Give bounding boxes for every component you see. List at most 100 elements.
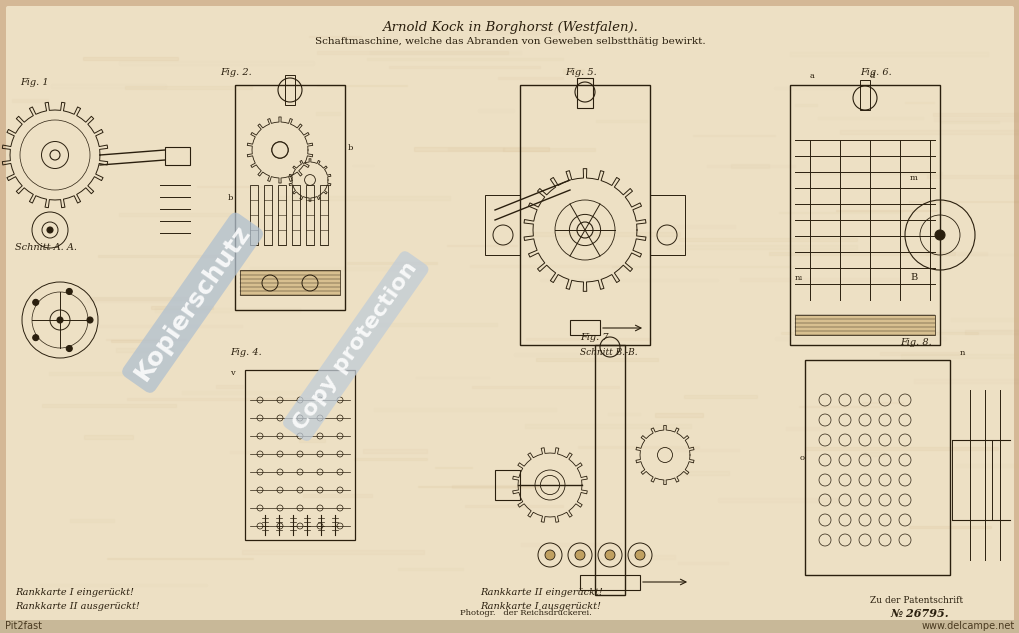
- Bar: [316, 112, 340, 115]
- Bar: [580, 575, 639, 590]
- Bar: [679, 238, 856, 241]
- Text: www.delcampe.net: www.delcampe.net: [921, 621, 1014, 631]
- Bar: [611, 266, 794, 267]
- Text: a: a: [809, 72, 814, 80]
- Bar: [397, 568, 463, 570]
- Bar: [279, 288, 325, 292]
- Text: Rankkarte I eingerückt!: Rankkarte I eingerückt!: [15, 588, 133, 597]
- Bar: [418, 486, 540, 487]
- Bar: [905, 102, 932, 103]
- Bar: [87, 298, 180, 302]
- Bar: [941, 121, 999, 123]
- Bar: [674, 225, 734, 228]
- Bar: [447, 147, 503, 150]
- Bar: [42, 404, 175, 407]
- Bar: [595, 120, 646, 122]
- Circle shape: [87, 317, 93, 323]
- Text: Fig. 2.: Fig. 2.: [220, 68, 252, 77]
- Bar: [790, 53, 986, 56]
- Bar: [675, 449, 738, 451]
- Bar: [536, 358, 657, 361]
- Text: Schnitt B.-B.: Schnitt B.-B.: [580, 348, 637, 357]
- Circle shape: [57, 317, 63, 323]
- FancyBboxPatch shape: [6, 6, 1013, 627]
- Bar: [913, 379, 1019, 383]
- Bar: [451, 486, 537, 487]
- Bar: [570, 320, 599, 335]
- Text: Arnold Kock in Borghorst (Westfalen).: Arnold Kock in Borghorst (Westfalen).: [382, 22, 637, 35]
- Text: Fig. 6.: Fig. 6.: [859, 68, 891, 77]
- Bar: [84, 57, 178, 60]
- Circle shape: [66, 289, 72, 294]
- Text: Zu der Patentschrift: Zu der Patentschrift: [869, 596, 962, 605]
- Bar: [740, 279, 898, 281]
- Bar: [577, 78, 592, 108]
- Bar: [234, 85, 344, 310]
- Bar: [309, 36, 360, 37]
- Text: n₁: n₁: [794, 274, 803, 282]
- Bar: [119, 61, 314, 65]
- Bar: [369, 51, 521, 54]
- Bar: [677, 562, 727, 564]
- Bar: [908, 201, 1019, 202]
- Bar: [817, 117, 922, 119]
- Bar: [304, 494, 372, 497]
- Bar: [365, 323, 496, 325]
- Text: Fig. 8.: Fig. 8.: [899, 338, 930, 347]
- Bar: [781, 332, 977, 334]
- Bar: [524, 425, 691, 427]
- Bar: [494, 470, 520, 500]
- Circle shape: [934, 230, 944, 240]
- Text: Fig. 1: Fig. 1: [20, 78, 49, 87]
- Bar: [799, 172, 942, 174]
- Bar: [529, 232, 679, 236]
- Bar: [99, 325, 243, 327]
- Bar: [514, 353, 586, 356]
- Bar: [116, 348, 172, 352]
- Bar: [250, 185, 258, 245]
- Bar: [106, 339, 185, 341]
- Text: v: v: [229, 369, 234, 377]
- Bar: [472, 386, 619, 387]
- Text: Fig. 4.: Fig. 4.: [229, 348, 262, 357]
- Bar: [12, 99, 48, 102]
- Bar: [165, 147, 190, 165]
- Bar: [767, 252, 955, 254]
- Bar: [367, 58, 562, 60]
- Bar: [320, 185, 328, 245]
- Bar: [471, 30, 558, 34]
- Bar: [925, 251, 986, 254]
- Bar: [525, 337, 650, 340]
- Text: Schaftmaschine, welche das Abranden von Geweben selbstthätig bewirkt.: Schaftmaschine, welche das Abranden von …: [315, 37, 704, 46]
- Text: o: o: [799, 454, 804, 462]
- Bar: [835, 210, 935, 211]
- Bar: [414, 147, 548, 151]
- Bar: [804, 448, 998, 449]
- Bar: [717, 498, 839, 502]
- Bar: [692, 135, 774, 136]
- Bar: [284, 75, 294, 105]
- Bar: [0, 620, 1019, 633]
- Text: b: b: [228, 194, 233, 202]
- Bar: [119, 213, 232, 216]
- Bar: [933, 118, 1019, 121]
- Bar: [964, 330, 1019, 334]
- Text: Schnitt A. A.: Schnitt A. A.: [15, 243, 76, 252]
- Bar: [539, 279, 717, 281]
- Bar: [773, 337, 946, 340]
- Bar: [51, 84, 166, 89]
- Bar: [416, 377, 489, 378]
- Bar: [731, 165, 768, 168]
- Text: Pit2fast: Pit2fast: [5, 621, 42, 631]
- Bar: [291, 185, 300, 245]
- Bar: [596, 558, 618, 560]
- Bar: [151, 306, 213, 309]
- Bar: [90, 296, 187, 300]
- Bar: [951, 440, 991, 520]
- Bar: [464, 505, 562, 507]
- Bar: [40, 584, 207, 586]
- Bar: [125, 86, 252, 89]
- Circle shape: [544, 550, 554, 560]
- Bar: [684, 395, 756, 398]
- Bar: [482, 600, 587, 601]
